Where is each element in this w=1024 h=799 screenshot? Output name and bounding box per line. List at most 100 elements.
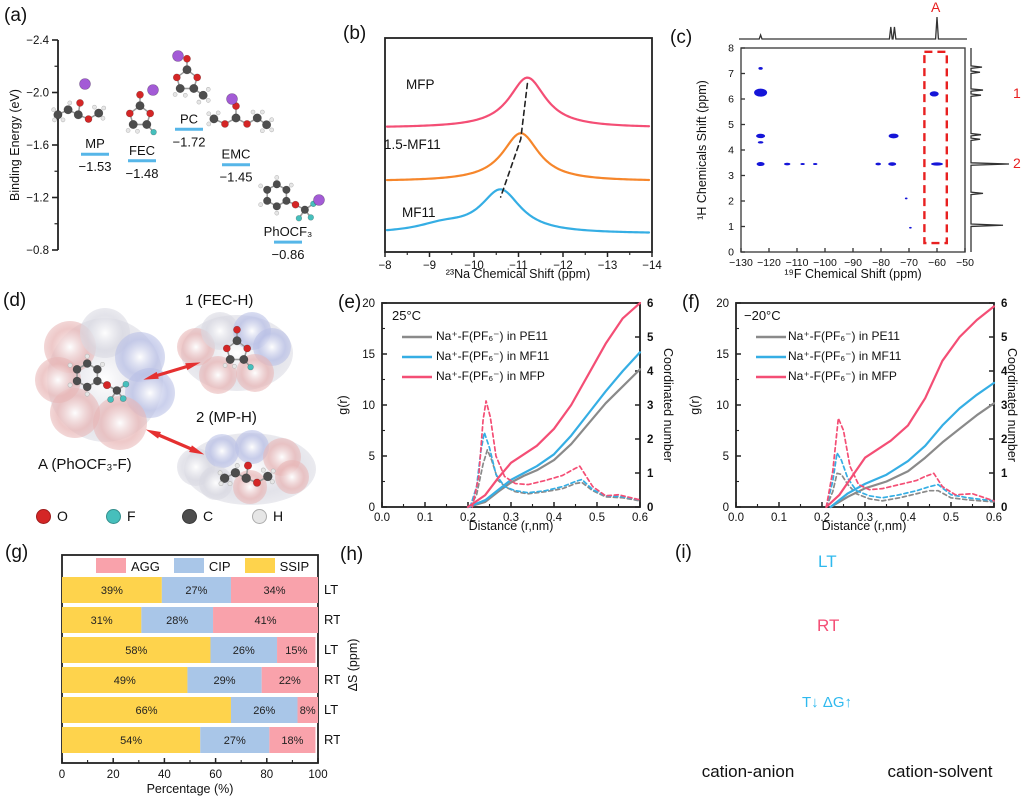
cip-swatch bbox=[173, 558, 204, 573]
segment-percent: 22% bbox=[279, 675, 301, 687]
atom-C bbox=[282, 196, 291, 205]
y-axis-label-e-left: g(r) bbox=[336, 395, 351, 415]
gr-dashed-Na⁺-F(PF₆⁻) in PE11 bbox=[825, 472, 995, 508]
na-ion bbox=[79, 78, 91, 90]
atom-C bbox=[263, 196, 272, 205]
segment-percent: 8% bbox=[300, 705, 316, 717]
temp-label: RT bbox=[324, 732, 340, 747]
atom-C bbox=[252, 113, 262, 123]
x-axis-label-b: ²³Na Chemical Shift (ppm) bbox=[445, 267, 591, 281]
tick-label: 0 bbox=[728, 247, 734, 259]
y-axis-label-h: ΔS (ppm) bbox=[346, 638, 361, 692]
tick-label: −12 bbox=[553, 260, 573, 272]
item-label-mp-h: 2 (MP-H) bbox=[196, 409, 257, 426]
tick-label: 7 bbox=[728, 68, 734, 80]
molecule-FEC bbox=[125, 90, 157, 136]
molecule-PhOCF₃ bbox=[258, 175, 317, 222]
atom-C bbox=[262, 120, 272, 130]
tick-label: 10 bbox=[362, 400, 375, 412]
solvent-name: EMC bbox=[222, 147, 251, 162]
bar-segment-SSIP bbox=[62, 727, 201, 753]
x-axis-label-c: ¹⁹F Chemical Shift (ppm) bbox=[784, 267, 922, 281]
atom-C bbox=[263, 471, 273, 482]
tick-label: 0.0 bbox=[728, 512, 744, 524]
cross-peak bbox=[754, 88, 768, 97]
binding-energy-value: −1.45 bbox=[220, 170, 253, 185]
esp-lobe bbox=[201, 312, 239, 350]
atom-C bbox=[53, 110, 63, 120]
esp-surface-art bbox=[35, 308, 316, 505]
bar-segment-CIP bbox=[200, 727, 270, 753]
atom-symbol-O: O bbox=[57, 508, 68, 524]
top-19f-trace bbox=[739, 16, 967, 40]
tick-label: 0 bbox=[647, 502, 653, 514]
hf-2d-nmr-plot: −130 −120 −110 −100 −90 −80 −70 −60 −50 0 1 2 3 4 5 6 7 8 bbox=[728, 16, 1010, 269]
tick-label: 5 bbox=[728, 119, 734, 131]
segment-percent: 18% bbox=[281, 735, 303, 747]
tick-label: 60 bbox=[209, 769, 222, 781]
gr-dashed-Na⁺-F(PF₆⁻) in MF11 bbox=[469, 431, 641, 508]
segment-percent: 27% bbox=[185, 585, 207, 597]
legend-pe11-e: Na⁺-F(PF₆⁻) in PE11 bbox=[436, 329, 548, 343]
tick-label: 20 bbox=[362, 298, 375, 310]
atom-H bbox=[135, 129, 140, 134]
esp-lobe bbox=[236, 354, 274, 392]
atom-C bbox=[182, 65, 192, 75]
x-axis-label-e: Distance (r,nm) bbox=[468, 519, 554, 533]
tick-label: 4 bbox=[728, 145, 734, 157]
atom-O bbox=[136, 90, 144, 99]
atom-dot-C bbox=[182, 509, 197, 525]
bar-segment-SSIP bbox=[62, 697, 231, 723]
stacked-bar-plot: 0 20 40 60 80 100 39% 27% 34% LT 31% 28% 41% RT 58% 26%… bbox=[59, 554, 340, 781]
temperature-title-f: −20°C bbox=[744, 308, 781, 323]
segment-percent: 49% bbox=[114, 675, 136, 687]
atom-F bbox=[295, 215, 303, 222]
bar-segment-CIP bbox=[161, 577, 231, 603]
binding-energy-value: −1.72 bbox=[173, 134, 206, 149]
tick-label: 8 bbox=[728, 43, 734, 55]
atom-H bbox=[60, 117, 66, 123]
bar-segment-AGG bbox=[297, 697, 318, 723]
coordination-Na⁺-F(PF₆⁻) in MF11 bbox=[466, 351, 642, 509]
tick-label: −13 bbox=[598, 260, 618, 272]
delta-s-bar-plot bbox=[340, 535, 660, 799]
tick-label: 20 bbox=[716, 298, 729, 310]
tick-label: 4 bbox=[1001, 366, 1008, 378]
atom-O bbox=[125, 109, 134, 118]
right-1h-trace bbox=[970, 48, 1010, 252]
esp-lobe bbox=[93, 396, 147, 450]
atom-H bbox=[218, 481, 224, 487]
arrow-head bbox=[145, 429, 161, 439]
tick-label: 5 bbox=[723, 451, 729, 463]
tick-label: −120 bbox=[757, 257, 781, 269]
rt-label: RT bbox=[817, 616, 840, 635]
tick-label: 3 bbox=[728, 170, 734, 182]
atom-symbol-F: F bbox=[127, 508, 136, 524]
binding-energy-value: −1.53 bbox=[79, 159, 112, 174]
legend-mfp-f: Na⁺-F(PF₆⁻) in MFP bbox=[788, 369, 897, 383]
binding-energy-value: −0.86 bbox=[272, 247, 305, 262]
atom-C bbox=[93, 376, 102, 386]
plot-box bbox=[740, 47, 966, 253]
bar-segment-CIP bbox=[230, 697, 298, 723]
atom-O bbox=[243, 344, 252, 353]
atom-H bbox=[92, 104, 97, 110]
atom-H bbox=[125, 128, 131, 133]
tick-label: 0.5 bbox=[943, 512, 959, 524]
atom-F bbox=[150, 129, 157, 136]
atom-H bbox=[205, 87, 211, 92]
panel-label-f: (f) bbox=[682, 292, 700, 313]
atom-dot-F bbox=[106, 509, 121, 525]
atom-O bbox=[233, 325, 241, 334]
atom-H bbox=[234, 463, 240, 469]
bar-segment-AGG bbox=[213, 607, 318, 633]
esp-fec bbox=[177, 312, 293, 394]
tick-label: −9 bbox=[423, 260, 436, 272]
trace-label-1p5mf11: 1.5-MF11 bbox=[384, 137, 441, 152]
temp-label: LT bbox=[324, 702, 338, 717]
thermo-note: T↓ ΔG↑ bbox=[802, 694, 853, 711]
tick-label: −80 bbox=[872, 257, 890, 269]
tick-label: 0.1 bbox=[417, 512, 433, 524]
tick-label: 0.6 bbox=[632, 512, 648, 524]
atom-legend-C: C bbox=[182, 508, 213, 525]
